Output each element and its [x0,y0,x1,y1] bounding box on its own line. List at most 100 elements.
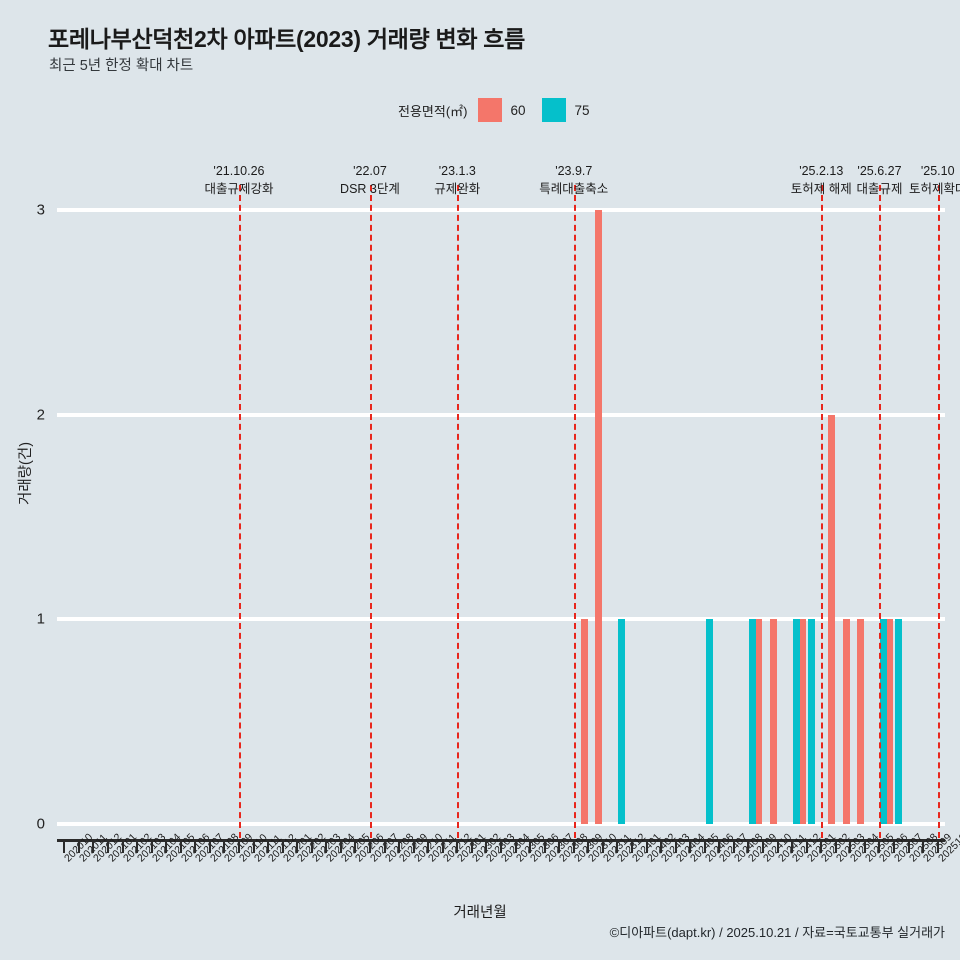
x-tick [223,842,226,853]
y-tick-label: 0 [36,815,45,833]
chart-legend: 전용면적(㎡) 60 75 [398,98,590,122]
x-tick [121,842,124,853]
event-line-202510 [937,185,940,838]
x-tick [441,842,444,853]
event-text: 특례대출축소 [539,182,609,197]
event-annotation-202207: '22.07 DSR 3단계 [340,162,400,198]
page-title: 포레나부산덕천2차 아파트(2023) 거래량 변화 흐름 [48,26,526,52]
event-date: '25.2.13 [799,164,844,178]
x-tick [368,842,371,853]
x-tick [631,842,634,853]
x-tick [267,842,270,853]
x-tick [456,842,459,853]
bar-75-202507 [894,619,902,824]
x-tick [834,842,837,853]
event-date: '25.6.27 [857,164,902,178]
x-tick [893,842,896,853]
plot-area [57,208,945,826]
x-tick [179,842,182,853]
x-tick [587,842,590,853]
event-annotation-202301: '23.1.3 규제완화 [434,162,480,198]
bar-60-202503 [827,414,835,824]
x-tick [805,842,808,853]
x-tick [325,842,328,853]
x-tick [849,842,852,853]
x-tick [77,842,80,853]
event-date: '23.9.7 [555,164,593,178]
bar-60-202311 [595,210,603,824]
x-tick [281,842,284,853]
event-annotation-202510: '25.10 토허제확대 [909,162,960,198]
event-text: 규제완화 [434,182,481,197]
x-tick [529,842,532,853]
x-tick [791,842,794,853]
event-text: 대출규제강화 [204,182,274,197]
x-tick [398,842,401,853]
footer-credit: ©디아파트(dapt.kr) / 2025.10.21 / 자료=국토교통부 실… [609,925,945,940]
event-date: '25.10 [920,164,955,178]
bar-60-202505 [857,619,865,824]
x-tick [310,842,313,853]
event-annotation-202506: '25.6.27 대출규제 [856,162,902,198]
bar-60-202310 [580,619,588,824]
event-line-202506 [879,185,882,838]
bar-75-202406 [705,619,713,824]
x-tick [645,842,648,853]
bar-75-202312 [618,619,626,824]
event-text: 토허제확대 [908,182,960,197]
bar-60-202410 [755,619,763,824]
event-date: '22.07 [353,164,387,178]
x-tick [616,842,619,853]
event-text: 토허제 해제 [790,182,852,197]
x-tick [689,842,692,853]
x-tick [660,842,663,853]
legend-swatch-75 [541,98,566,122]
event-date: '21.10.26 [213,164,265,178]
bar-60-202411 [769,619,777,824]
x-tick [936,842,939,853]
event-text: 대출규제 [856,182,903,197]
bar-60-202504 [842,619,850,824]
y-gridline [57,208,945,212]
event-line-202502 [821,185,824,838]
event-date: '23.1.3 [438,164,476,178]
x-tick [863,842,866,853]
x-tick [194,842,197,853]
y-tick-label: 3 [36,201,45,219]
legend-title: 전용면적(㎡) [398,103,468,119]
x-tick [601,842,604,853]
x-tick [427,842,430,853]
bar-75-202409 [749,619,757,824]
x-tick [208,842,211,853]
x-tick [106,842,109,853]
event-annotation-202110: '21.10.26 대출규제강화 [204,162,273,198]
legend-swatch-60 [477,98,502,122]
x-tick [907,842,910,853]
event-text: DSR 3단계 [340,182,400,197]
x-tick [776,842,779,853]
x-axis-line [57,839,945,842]
x-tick [354,842,357,853]
event-annotation-202309: '23.9.7 특례대출축소 [539,162,608,198]
x-tick [732,842,735,853]
y-gridline [57,617,945,622]
legend-label-60: 60 [510,102,526,118]
event-line-202207 [369,185,372,838]
x-tick [485,842,488,853]
bar-60-202507 [886,619,894,824]
x-axis-title: 거래년월 [453,905,507,921]
x-tick [572,842,575,853]
x-tick [718,842,721,853]
legend-label-75: 75 [574,102,590,118]
y-tick-label: 2 [36,406,45,424]
x-tick [878,842,881,853]
x-tick [150,842,153,853]
x-tick [820,842,823,853]
x-tick [296,842,299,853]
x-tick [674,842,677,853]
x-tick [558,842,561,853]
x-tick [136,842,139,853]
bar-75-202506 [880,619,888,824]
x-tick [252,842,255,853]
x-tick [922,842,925,853]
